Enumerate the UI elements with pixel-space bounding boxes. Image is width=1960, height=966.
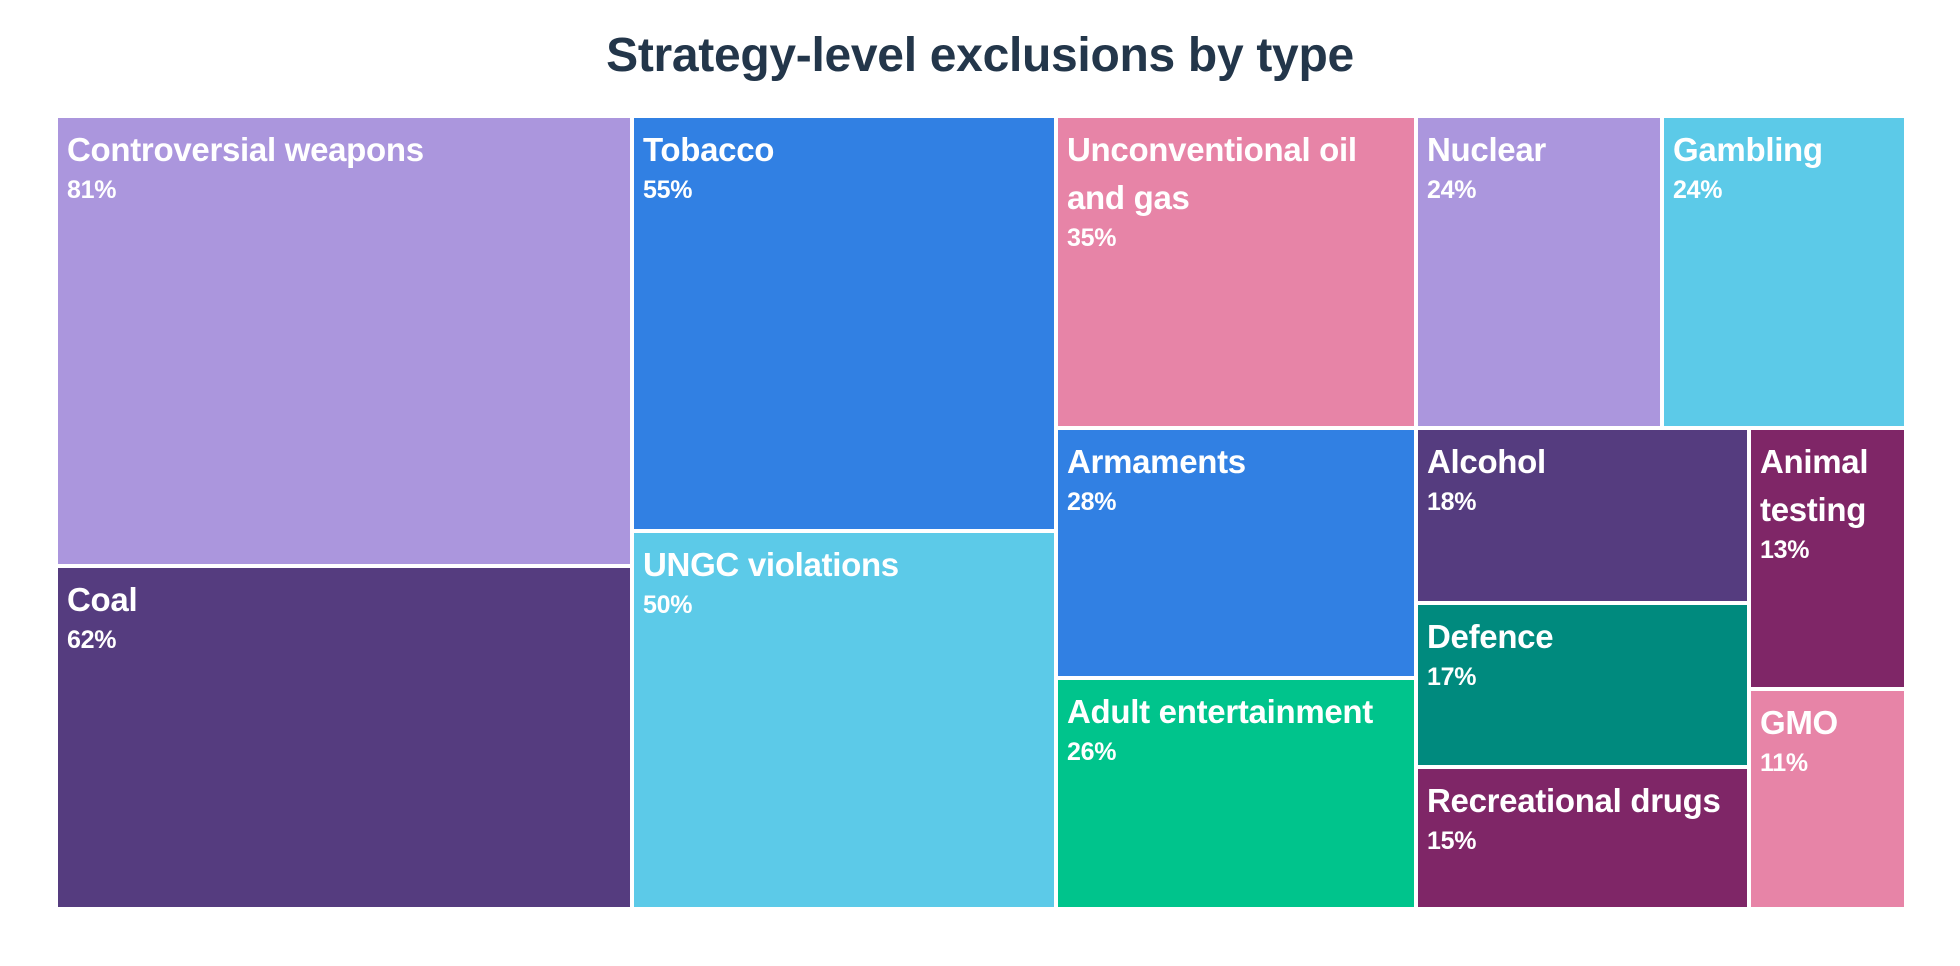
tile-label-line: Coal	[67, 581, 138, 618]
tile-label-line: UNGC violations	[643, 546, 899, 583]
tile-value: 35%	[1067, 224, 1117, 252]
treemap-tile-adult-entertainment: Adult entertainment 26%	[1056, 678, 1416, 909]
tile-label-line: Gambling	[1673, 131, 1823, 168]
tile-label-line: Alcohol	[1427, 443, 1546, 480]
treemap-tile-label: Defence 17%	[1427, 613, 1554, 695]
tile-value: 24%	[1673, 176, 1723, 204]
treemap-tile-ungc-violations: UNGC violations 50%	[632, 531, 1056, 909]
tile-label-line: Unconventional oil	[1067, 131, 1357, 168]
tile-value: 13%	[1760, 536, 1810, 564]
treemap-tile-tobacco: Tobacco 55%	[632, 116, 1056, 531]
treemap-tile-label: Alcohol 18%	[1427, 438, 1546, 520]
treemap-tile-label: GMO 11%	[1760, 699, 1838, 781]
tile-value: 17%	[1427, 663, 1477, 691]
treemap-tile-label: Coal 62%	[67, 576, 138, 658]
treemap-tile-gambling: Gambling 24%	[1662, 116, 1906, 428]
tile-label-line: Controversial weapons	[67, 131, 424, 168]
treemap-tile-gmo: GMO 11%	[1749, 689, 1906, 909]
treemap-tile-unconventional-oil-and-gas: Unconventional oil and gas 35%	[1056, 116, 1416, 428]
tile-value: 50%	[643, 591, 693, 619]
treemap-chart: Controversial weapons 81% Coal 62% Tobacco 55…	[56, 116, 1906, 909]
tile-label-line: Defence	[1427, 618, 1554, 655]
treemap-tile-label: Armaments 28%	[1067, 438, 1246, 520]
tile-value: 24%	[1427, 176, 1477, 204]
tile-value: 28%	[1067, 488, 1117, 516]
tile-label-line: testing	[1760, 491, 1867, 528]
tile-value: 26%	[1067, 738, 1117, 766]
treemap-tile-label: Gambling 24%	[1673, 126, 1823, 208]
treemap-tile-animal-testing: Animal testing 13%	[1749, 428, 1906, 689]
treemap-tile-label: Recreational drugs 15%	[1427, 777, 1721, 859]
tile-label-line: Recreational drugs	[1427, 782, 1721, 819]
tile-label-line: and gas	[1067, 179, 1190, 216]
treemap-tile-label: Adult entertainment 26%	[1067, 688, 1373, 770]
tile-value: 18%	[1427, 488, 1477, 516]
tile-value: 81%	[67, 176, 117, 204]
treemap-tile-label: Tobacco 55%	[643, 126, 774, 208]
treemap-tile-label: Controversial weapons 81%	[67, 126, 424, 208]
treemap-tile-coal: Coal 62%	[56, 566, 632, 909]
tile-value: 15%	[1427, 827, 1477, 855]
tile-label-line: Armaments	[1067, 443, 1246, 480]
treemap-tile-label: UNGC violations 50%	[643, 541, 899, 623]
tile-label-line: Animal	[1760, 443, 1869, 480]
treemap-tile-label: Unconventional oil and gas 35%	[1067, 126, 1357, 256]
treemap-tile-armaments: Armaments 28%	[1056, 428, 1416, 678]
treemap-tile-recreational-drugs: Recreational drugs 15%	[1416, 767, 1749, 909]
treemap-tile-label: Nuclear 24%	[1427, 126, 1546, 208]
tile-label-line: Tobacco	[643, 131, 775, 168]
tile-value: 11%	[1760, 749, 1808, 777]
treemap-tile-controversial-weapons: Controversial weapons 81%	[56, 116, 632, 566]
treemap-tile-alcohol: Alcohol 18%	[1416, 428, 1749, 603]
tile-label-line: GMO	[1760, 704, 1838, 741]
tile-value: 62%	[67, 626, 117, 654]
tile-label-line: Adult entertainment	[1067, 693, 1373, 730]
tile-value: 55%	[643, 176, 693, 204]
tile-label-line: Nuclear	[1427, 131, 1546, 168]
treemap-tile-label: Animal testing 13%	[1760, 438, 1869, 568]
treemap-tile-defence: Defence 17%	[1416, 603, 1749, 767]
treemap-tile-nuclear: Nuclear 24%	[1416, 116, 1662, 428]
chart-title: Strategy-level exclusions by type	[606, 29, 1354, 82]
